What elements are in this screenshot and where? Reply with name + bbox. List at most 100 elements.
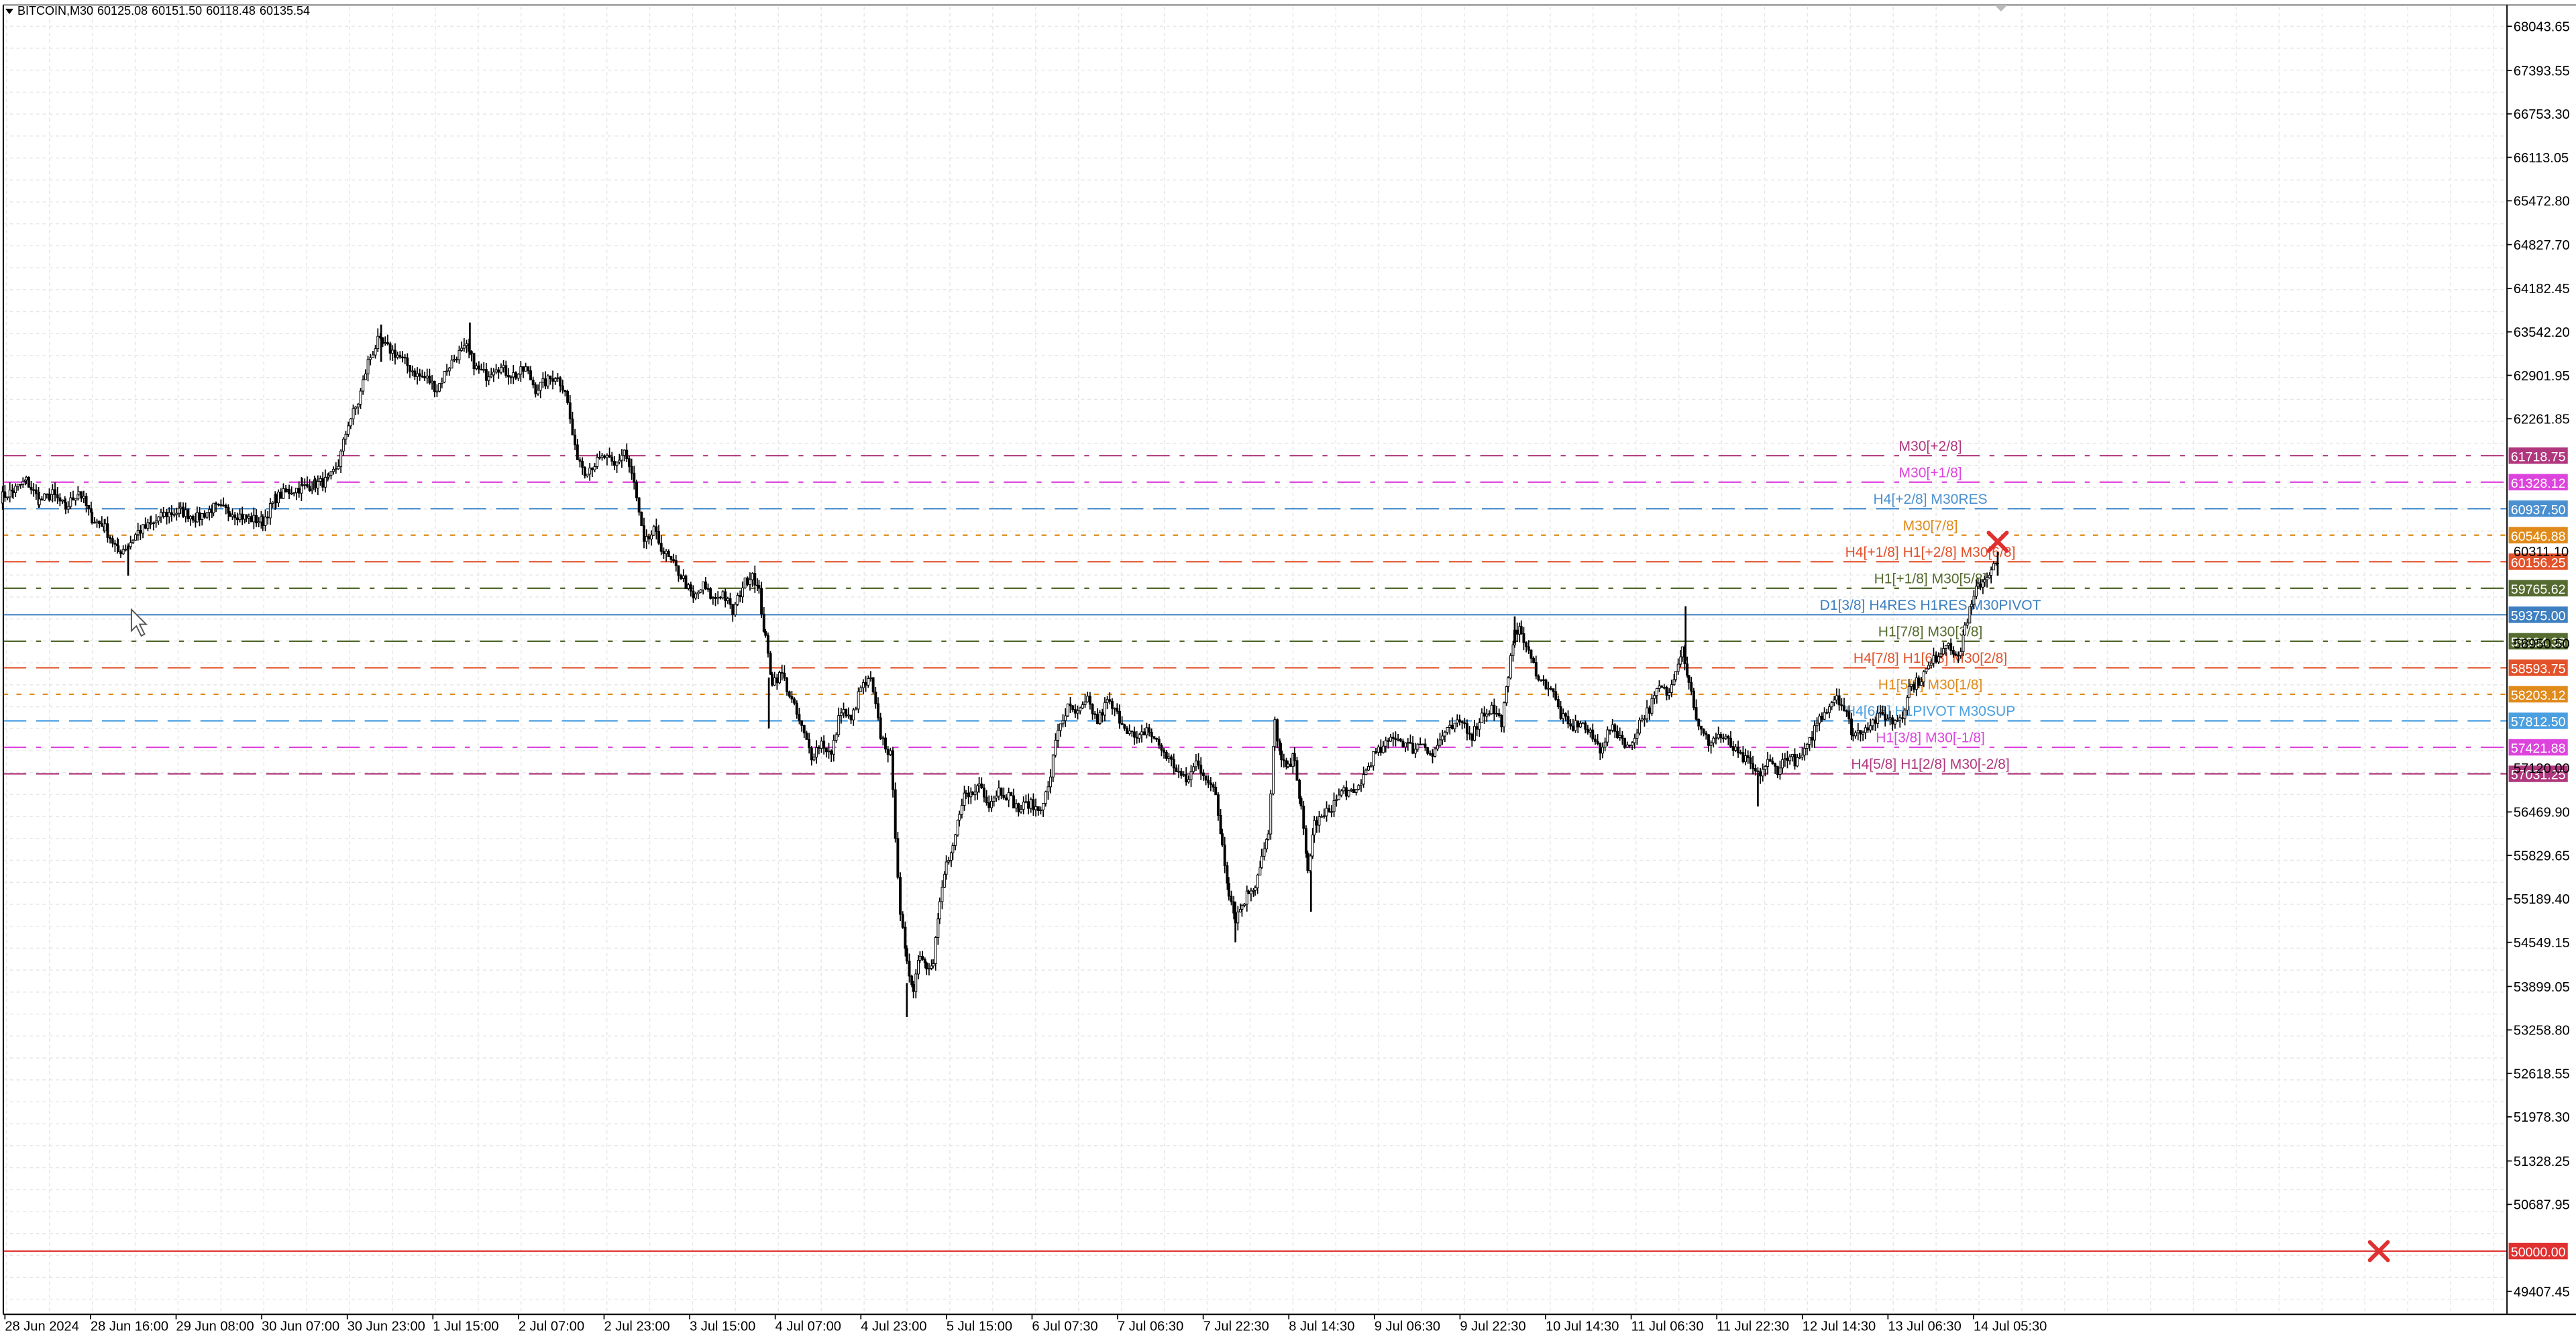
candle-body	[61, 499, 64, 502]
candle-body	[965, 792, 967, 794]
candle-body	[282, 488, 285, 499]
y-tick-label: 65472.80	[2514, 195, 2570, 209]
candle	[985, 790, 988, 806]
candle-body	[308, 486, 311, 491]
candle	[1187, 775, 1190, 784]
candle-body	[1660, 685, 1664, 688]
candle	[576, 439, 579, 460]
shift-marker-icon[interactable]	[1994, 5, 2008, 12]
candle	[694, 591, 698, 600]
candle	[154, 514, 158, 528]
level-price-tag: 61718.75	[2508, 447, 2568, 464]
candle-body	[323, 477, 327, 488]
candle	[1609, 729, 1611, 735]
candle-body	[704, 581, 707, 589]
candle-body	[1929, 662, 1933, 666]
candle	[334, 462, 337, 474]
candle-body	[1959, 651, 1962, 656]
candle	[1223, 837, 1226, 873]
candle-body	[440, 382, 443, 384]
candle-body	[980, 784, 983, 788]
candle-body	[450, 360, 453, 369]
candle-body	[423, 376, 427, 378]
candle	[950, 851, 953, 867]
candle-body	[1354, 789, 1358, 793]
candle	[1309, 853, 1312, 873]
candle	[58, 493, 62, 506]
candle-body	[1564, 713, 1567, 717]
menu-triangle-icon[interactable]	[5, 9, 13, 15]
candle	[1638, 717, 1642, 736]
candle-body	[1835, 695, 1838, 700]
price-tag-box	[2508, 474, 2568, 490]
candle-body	[630, 466, 633, 474]
candle-body	[780, 672, 784, 674]
candle-body	[290, 492, 293, 494]
candle	[553, 377, 557, 385]
candle	[537, 384, 539, 396]
cross-marker-icon[interactable]	[1986, 531, 2009, 553]
candle	[1549, 686, 1552, 691]
candle-body	[409, 365, 411, 372]
candle	[1095, 708, 1099, 725]
candle	[1788, 754, 1792, 765]
candle-body	[1668, 692, 1671, 696]
candle-body	[1130, 731, 1134, 733]
candle	[1951, 646, 1955, 658]
candle	[1898, 714, 1902, 728]
candle-body	[1754, 767, 1757, 771]
candle	[1606, 726, 1609, 747]
candle-body	[1230, 896, 1233, 902]
candle	[1976, 578, 1980, 589]
candle-body	[1874, 719, 1877, 724]
candle-body	[995, 796, 998, 799]
candle	[1859, 730, 1862, 742]
candle	[724, 588, 727, 608]
candle	[1116, 703, 1119, 714]
candle-body	[1633, 738, 1636, 743]
candle	[739, 590, 742, 602]
candle	[620, 449, 623, 468]
candle-body	[1886, 718, 1889, 721]
candle-body	[217, 504, 220, 506]
candle	[117, 539, 120, 553]
candle-body	[245, 514, 248, 519]
candle	[1389, 733, 1393, 742]
candle	[808, 733, 811, 754]
candle-body	[1214, 786, 1218, 796]
price-tag-box	[2508, 765, 2568, 782]
y-tick-label: 51328.25	[2514, 1155, 2570, 1169]
candle	[827, 743, 830, 759]
candle-body	[954, 835, 957, 846]
candle-body	[1167, 756, 1171, 759]
candle-body	[1729, 737, 1732, 747]
candle-body	[184, 509, 187, 517]
candle	[1138, 733, 1141, 743]
candle	[1768, 754, 1772, 762]
candle-body	[1120, 722, 1124, 725]
candle-body	[1185, 774, 1188, 783]
candle	[66, 501, 70, 514]
candle	[917, 955, 920, 979]
candle-body	[618, 460, 621, 463]
candle	[539, 382, 542, 398]
candle-body	[1525, 642, 1528, 647]
candle	[995, 790, 998, 802]
candle-body	[1674, 671, 1677, 680]
candle-body	[861, 682, 865, 688]
candle	[1493, 698, 1496, 721]
cross-marker-icon[interactable]	[2367, 1240, 2390, 1263]
candle-body	[522, 366, 525, 372]
candle	[837, 707, 841, 737]
candle	[1216, 792, 1220, 821]
candle	[1571, 718, 1574, 732]
candle-body	[1304, 828, 1307, 854]
candle	[743, 577, 747, 589]
candle	[352, 405, 355, 425]
candle-body	[1830, 702, 1833, 708]
candle-body	[615, 462, 619, 466]
candle-body	[1850, 718, 1853, 736]
candle-body	[344, 433, 347, 440]
